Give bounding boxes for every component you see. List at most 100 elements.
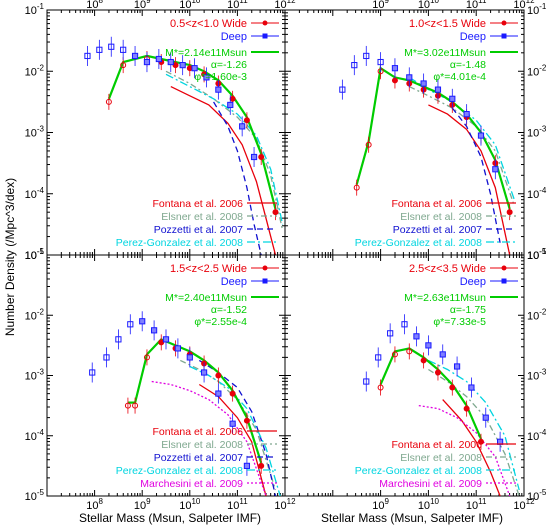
x-tick-label-base: 10 [274,0,286,11]
deep-point [482,414,489,421]
deep-point [127,321,134,328]
wide-point [229,390,236,397]
legend-label: Deep [460,276,486,288]
x-tick-label: 1011 [466,497,487,512]
curve-line [451,107,501,243]
lit-legend-label: Elsner et al. 2008 [161,211,243,223]
y-tick-label-exp: -3 [539,368,547,377]
x-tick-label-exp: 12 [526,0,535,5]
y-tick-label-exp: -2 [37,307,45,316]
y-tick-label: 10-4 [25,186,45,201]
deep-point [406,74,413,81]
x-tick-label-base: 10 [466,500,478,512]
y-tick-label-base: 10 [527,250,539,262]
y-tick-label: 10-4 [25,428,45,443]
deep-point [425,342,432,349]
lit-legend-label: Pozzetti et al. 2007 [154,452,243,464]
curve-line [198,359,277,496]
deep-point [229,420,236,427]
lit-legend-label: Elsner et al. 2008 [161,439,243,451]
legend-label: 2.5<z<3.5 Wide [409,263,486,275]
deep-point [174,345,182,352]
lit-legend-label: Elsner et al. 2008 [400,452,482,464]
y-tick-label-exp: -3 [539,125,547,134]
x-tick-label: 108 [86,497,103,512]
y-tick-label: 10-3 [527,125,547,140]
plot-area [363,314,520,496]
wide-point [132,402,139,409]
x-tick-label: 1012 [274,0,296,11]
x-tick-label-base: 10 [227,500,239,512]
lit-legend-label: Perez-Gonzalez et al. 2008 [355,465,482,477]
deep-point [243,462,251,469]
curve-line [408,76,516,201]
wide-point [243,117,250,124]
curve-line [418,404,511,496]
x-tick-label-base: 10 [418,500,430,512]
y-tick-label: 10-1 [527,2,547,17]
y-tick-label-base: 10 [527,128,539,140]
deep-point [227,101,234,109]
deep-point [200,369,208,376]
y-tick-label-exp: -1 [539,247,547,256]
y-tick-label: 10-1 [25,2,45,17]
y-tick-label-base: 10 [527,371,539,383]
wide-point [420,357,427,364]
wide-point [391,351,398,358]
y-tick-label: 10-1 [527,247,547,262]
wide-point [143,354,150,361]
x-tick-label-exp: 12 [287,497,296,506]
curve-line [442,399,501,496]
y-tick-label-base: 10 [527,431,539,443]
deep-point [468,384,475,391]
x-tick-label: 1011 [227,497,248,512]
y-tick-label-exp: -2 [37,63,45,72]
y-tick-label-exp: -3 [37,368,45,377]
y-tick-label: 10-2 [527,307,547,322]
plot-area [339,45,516,255]
wide-point [272,209,279,216]
lit-legend-label: Perez-Gonzalez et al. 2008 [116,465,243,477]
fit-param: M*=2.63e11Msun [404,292,486,304]
deep-point [413,333,420,340]
y-tick-label-exp: -4 [539,186,547,195]
y-tick-label-exp: -5 [539,488,547,497]
deep-point [363,52,370,60]
y-tick-label-base: 10 [25,189,37,201]
legend-label: 0.5<z<1.0 Wide [170,18,247,30]
x-tick-label-exp: 11 [239,0,248,5]
deep-point [131,52,139,60]
y-tick-label-exp: -4 [37,428,45,437]
y-tick-label-base: 10 [25,5,37,17]
curve-line [428,359,520,491]
wide-point [105,98,112,105]
deep-point [186,354,193,361]
x-tick-label-base: 10 [134,0,146,11]
x-tick-label: 1012 [513,497,535,512]
x-tick-label-base: 10 [274,500,286,512]
lit-legend-label: Fontana et al. 2006 [392,198,483,210]
legend-label: 1.5<z<2.5 Wide [170,263,247,275]
x-tick-label-exp: 10 [430,497,439,506]
y-tick-label: 10-2 [527,63,547,78]
legend-label: Deep [221,31,247,43]
y-tick-label-base: 10 [25,250,37,262]
y-tick-label-exp: -4 [539,428,547,437]
y-tick-label-exp: -2 [539,307,547,316]
wide-point [406,348,413,355]
legend-marker [262,33,268,39]
wide-point [434,369,441,376]
legend-marker [501,33,507,39]
y-tick-label-base: 10 [25,491,37,503]
lit-legend-label: Elsner et al. 2008 [400,211,482,223]
wide-point [124,402,131,409]
deep-point [84,52,91,60]
deep-point [143,58,151,66]
y-tick-label-base: 10 [25,250,37,262]
y-tick-label: 10-3 [25,125,45,140]
lit-legend-label: Pozzetti et al. 2007 [154,224,243,236]
fit-param: φ*=1.60e-3 [194,71,247,83]
deep-point [477,132,485,139]
y-tick-label: 10-5 [527,247,547,262]
